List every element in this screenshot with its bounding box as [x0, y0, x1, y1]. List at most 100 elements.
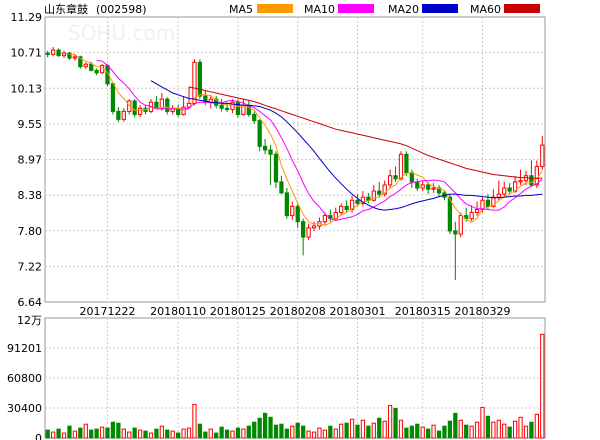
legend-swatch-ma5 [257, 4, 293, 13]
candlestick [273, 151, 279, 188]
volume-bar [366, 425, 371, 439]
candle-body [159, 98, 164, 109]
candlestick [447, 194, 453, 234]
candlestick [404, 151, 409, 176]
candlestick [257, 119, 262, 152]
volume-bar [371, 422, 376, 439]
volume-bar [491, 421, 496, 439]
volume-panel: 12万 91201 60800 30400 0 [7, 314, 546, 440]
candlestick [290, 201, 295, 220]
candle-body [311, 225, 317, 229]
date-tick-label: 20180208 [270, 305, 326, 318]
candle-body [235, 101, 241, 115]
volume-bar [78, 427, 83, 439]
volume-bar [159, 425, 164, 439]
volume-bar [474, 421, 480, 439]
volume-bar [154, 428, 159, 439]
candlestick [219, 99, 224, 112]
price-y-tick-label: 7.80 [18, 225, 43, 238]
volume-y-tick-label: 0 [35, 432, 42, 440]
volume-bar [360, 419, 366, 439]
volume-bar [442, 425, 447, 439]
candle-body [398, 153, 404, 180]
stock-code: (002598) [96, 3, 147, 16]
candle-body [502, 187, 507, 195]
volume-bar [186, 427, 192, 439]
volume-bar [534, 413, 539, 439]
date-tick-label: 20180329 [455, 305, 511, 318]
volume-bar [279, 423, 284, 439]
volume-bar [502, 423, 507, 439]
candlestick [94, 68, 99, 76]
candlestick [496, 180, 501, 201]
candle-body [61, 52, 67, 57]
candle-body [540, 144, 545, 168]
candle-body [485, 199, 491, 207]
candle-body [355, 199, 360, 204]
candle-body [339, 205, 344, 214]
stock-title: 山东章鼓 [44, 2, 88, 16]
volume-bar [322, 429, 328, 439]
volume-bar [127, 431, 132, 439]
volume-bar [219, 426, 224, 439]
volume-bar [176, 432, 181, 439]
candlestick [110, 82, 116, 115]
volume-bar [464, 424, 469, 439]
candle-body [116, 110, 121, 120]
legend-swatch-ma20 [422, 4, 458, 13]
candle-body [45, 52, 50, 55]
price-y-tick-label: 10.13 [11, 82, 43, 95]
candle-body [268, 149, 273, 155]
candlestick [67, 51, 72, 60]
ma-line-ma60 [188, 86, 543, 179]
ma-line-ma5 [69, 53, 543, 226]
candle-body [165, 98, 170, 112]
candle-body [197, 61, 203, 97]
candlestick [137, 105, 143, 117]
candlestick [186, 86, 192, 109]
candlestick [132, 99, 137, 118]
volume-bar [295, 422, 300, 439]
volume-bar [105, 427, 110, 439]
candle-body [420, 184, 425, 189]
candle-body [415, 181, 420, 189]
candle-body [377, 190, 382, 195]
volume-bar [51, 431, 56, 439]
volume-bar [230, 430, 235, 439]
candle-body [219, 104, 224, 109]
candlestick [322, 212, 328, 225]
candle-body [56, 49, 61, 57]
volume-bar [306, 430, 311, 439]
ma-legend: MA5 MA10 MA20 MA60 [229, 3, 540, 16]
candle-body [496, 193, 501, 198]
volume-bar [426, 428, 431, 439]
volume-bar [328, 425, 333, 439]
volume-bar [393, 407, 398, 439]
legend-label-ma60: MA60 [470, 3, 501, 16]
candlestick [230, 99, 235, 114]
candlestick [252, 111, 257, 124]
candlestick [235, 99, 241, 118]
candle-body [132, 100, 137, 115]
volume-bar [61, 432, 67, 439]
volume-bar [377, 417, 382, 439]
candlestick [377, 181, 382, 198]
volume-bar [382, 420, 387, 439]
candle-body [67, 52, 72, 59]
volume-bar [339, 423, 344, 439]
candlestick [328, 209, 333, 222]
volume-bar [192, 403, 197, 439]
volume-bar [453, 412, 458, 439]
candlestick [197, 59, 203, 100]
volume-bar [148, 432, 154, 439]
candlestick [246, 100, 251, 117]
volume-bar [317, 427, 322, 439]
candlestick [295, 203, 300, 228]
candle-body [279, 181, 284, 194]
candlestick [415, 178, 420, 192]
candlestick [165, 97, 170, 115]
volume-bar [72, 430, 78, 439]
volume-bar [165, 429, 170, 439]
volume-bar [89, 429, 94, 439]
candlestick [262, 138, 268, 155]
